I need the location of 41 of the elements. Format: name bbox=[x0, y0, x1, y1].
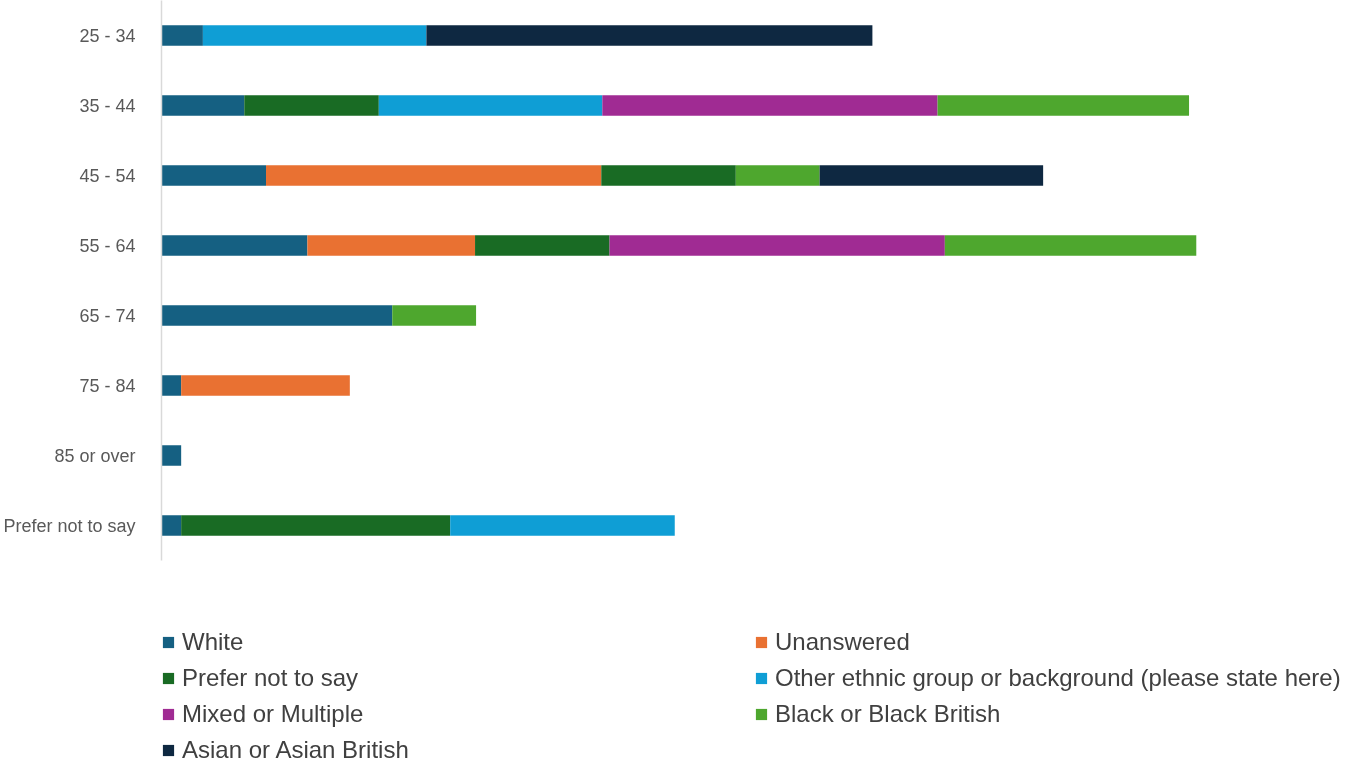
bar bbox=[161, 305, 393, 326]
bar bbox=[307, 235, 476, 256]
bar bbox=[426, 25, 873, 46]
bar bbox=[602, 95, 938, 116]
legend-label: Black or Black British bbox=[775, 700, 1002, 728]
bar bbox=[161, 235, 308, 256]
bar bbox=[161, 515, 182, 536]
y-tick-label: 65 - 74 bbox=[79, 305, 136, 326]
bar bbox=[944, 235, 1197, 256]
bar bbox=[937, 95, 1190, 116]
bar bbox=[161, 375, 182, 396]
legend-label: Unanswered bbox=[775, 628, 911, 656]
bar bbox=[181, 515, 451, 536]
y-tick-label: 85 or over bbox=[54, 445, 136, 466]
y-tick-label: 25 - 34 bbox=[79, 25, 136, 46]
bar bbox=[161, 165, 267, 186]
y-tick-label: 45 - 54 bbox=[79, 165, 136, 186]
bar bbox=[161, 25, 203, 46]
legend-label: Asian or Asian British bbox=[182, 736, 410, 764]
y-tick-label: 55 - 64 bbox=[79, 235, 136, 256]
legend-label: White bbox=[182, 628, 245, 656]
bar bbox=[609, 235, 945, 256]
bar bbox=[181, 375, 350, 396]
bar bbox=[161, 95, 245, 116]
y-tick-label: Prefer not to say bbox=[3, 515, 136, 536]
bar bbox=[819, 165, 1044, 186]
bar bbox=[161, 445, 182, 466]
legend-label: Prefer not to say bbox=[182, 664, 360, 692]
legend-label: Other ethnic group or background (please state here) bbox=[775, 664, 1341, 692]
bar bbox=[735, 165, 820, 186]
y-tick-label: 75 - 84 bbox=[79, 375, 136, 396]
bar bbox=[244, 95, 379, 116]
legend-label: Mixed or Multiple bbox=[182, 700, 365, 728]
y-tick-label: 35 - 44 bbox=[79, 95, 136, 116]
bar bbox=[475, 235, 610, 256]
bar bbox=[202, 25, 427, 46]
bar bbox=[601, 165, 736, 186]
bar bbox=[266, 165, 602, 186]
bar bbox=[450, 515, 675, 536]
bar bbox=[392, 305, 477, 326]
bar bbox=[378, 95, 603, 116]
